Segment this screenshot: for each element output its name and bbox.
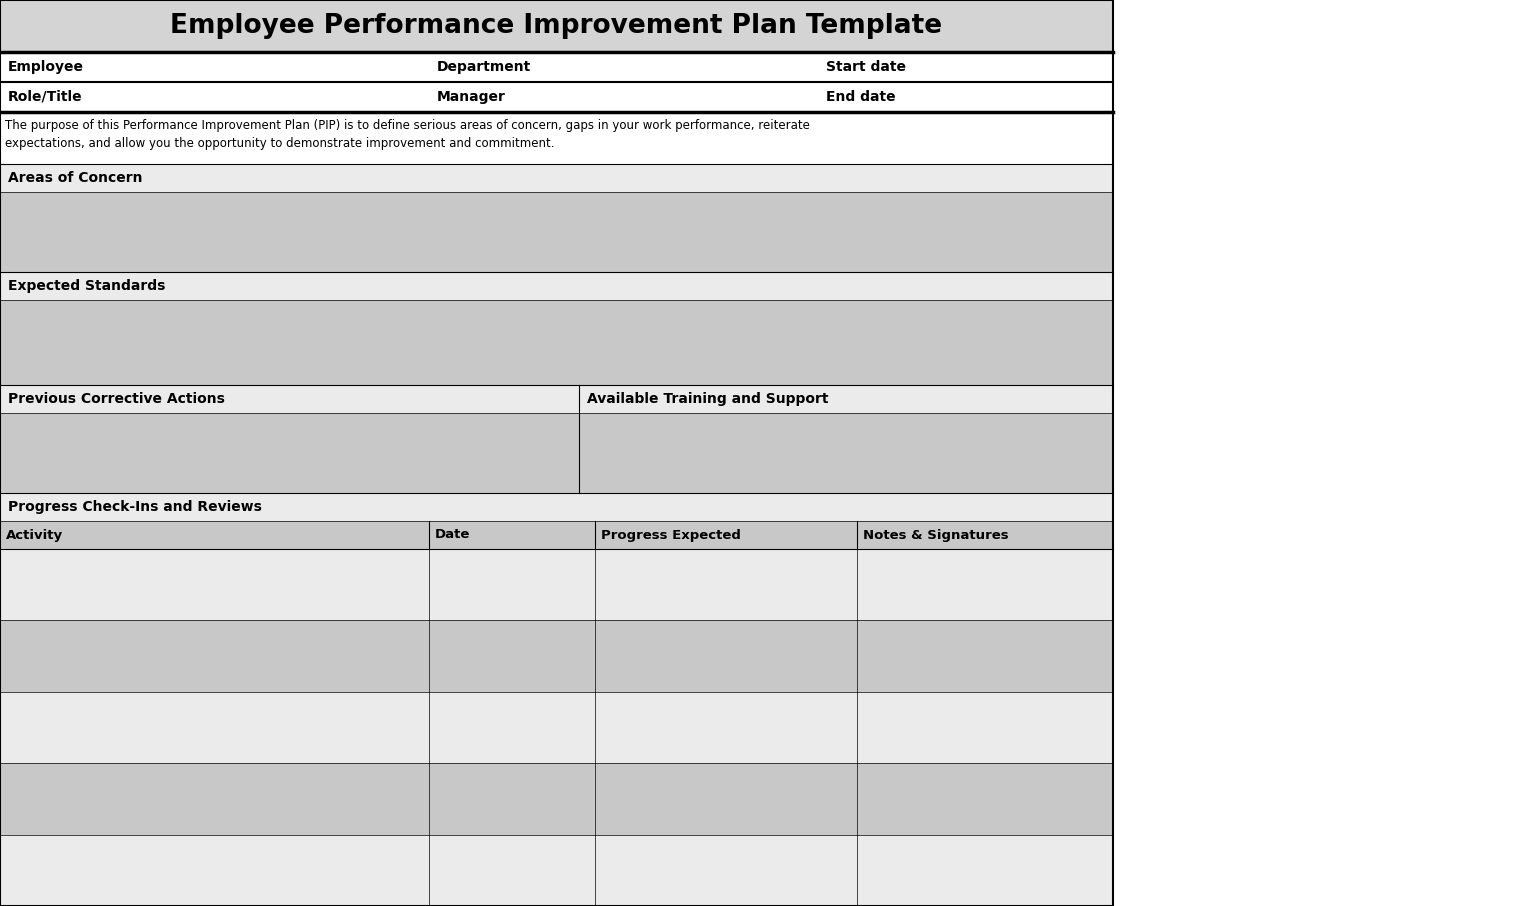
Text: Progress Check-Ins and Reviews: Progress Check-Ins and Reviews xyxy=(8,500,262,514)
Text: Department: Department xyxy=(437,60,530,74)
Text: Previous Corrective Actions: Previous Corrective Actions xyxy=(8,392,225,406)
Bar xyxy=(0,621,1114,692)
Bar xyxy=(0,300,1114,385)
Text: Notes & Signatures: Notes & Signatures xyxy=(863,528,1008,542)
Text: Date: Date xyxy=(435,528,470,542)
Text: Available Training and Support: Available Training and Support xyxy=(587,392,829,406)
Text: expectations, and allow you the opportunity to demonstrate improvement and commi: expectations, and allow you the opportun… xyxy=(5,137,555,149)
Text: Employee Performance Improvement Plan Template: Employee Performance Improvement Plan Te… xyxy=(170,13,942,39)
Bar xyxy=(0,692,1114,763)
Bar xyxy=(0,834,1114,906)
Bar xyxy=(0,549,1114,621)
Bar xyxy=(0,413,579,493)
Text: End date: End date xyxy=(826,90,896,104)
Bar xyxy=(0,112,1114,164)
Text: Areas of Concern: Areas of Concern xyxy=(8,171,142,185)
Bar xyxy=(0,272,1114,300)
Bar xyxy=(0,0,1114,52)
Text: Manager: Manager xyxy=(437,90,506,104)
Text: Progress Expected: Progress Expected xyxy=(602,528,741,542)
Bar xyxy=(0,493,1114,521)
Bar xyxy=(0,0,1114,906)
Text: Expected Standards: Expected Standards xyxy=(8,279,165,293)
Bar xyxy=(0,164,1114,192)
Bar xyxy=(579,385,1114,413)
Bar xyxy=(0,82,1114,112)
Bar xyxy=(0,385,579,413)
Bar xyxy=(0,763,1114,834)
Bar xyxy=(0,192,1114,272)
Text: Activity: Activity xyxy=(6,528,63,542)
Bar xyxy=(0,521,1114,549)
Text: The purpose of this Performance Improvement Plan (PIP) is to define serious area: The purpose of this Performance Improvem… xyxy=(5,120,810,132)
Bar xyxy=(0,52,1114,82)
Bar xyxy=(579,413,1114,493)
Text: Role/Title: Role/Title xyxy=(8,90,83,104)
Text: Start date: Start date xyxy=(826,60,905,74)
Text: Employee: Employee xyxy=(8,60,84,74)
